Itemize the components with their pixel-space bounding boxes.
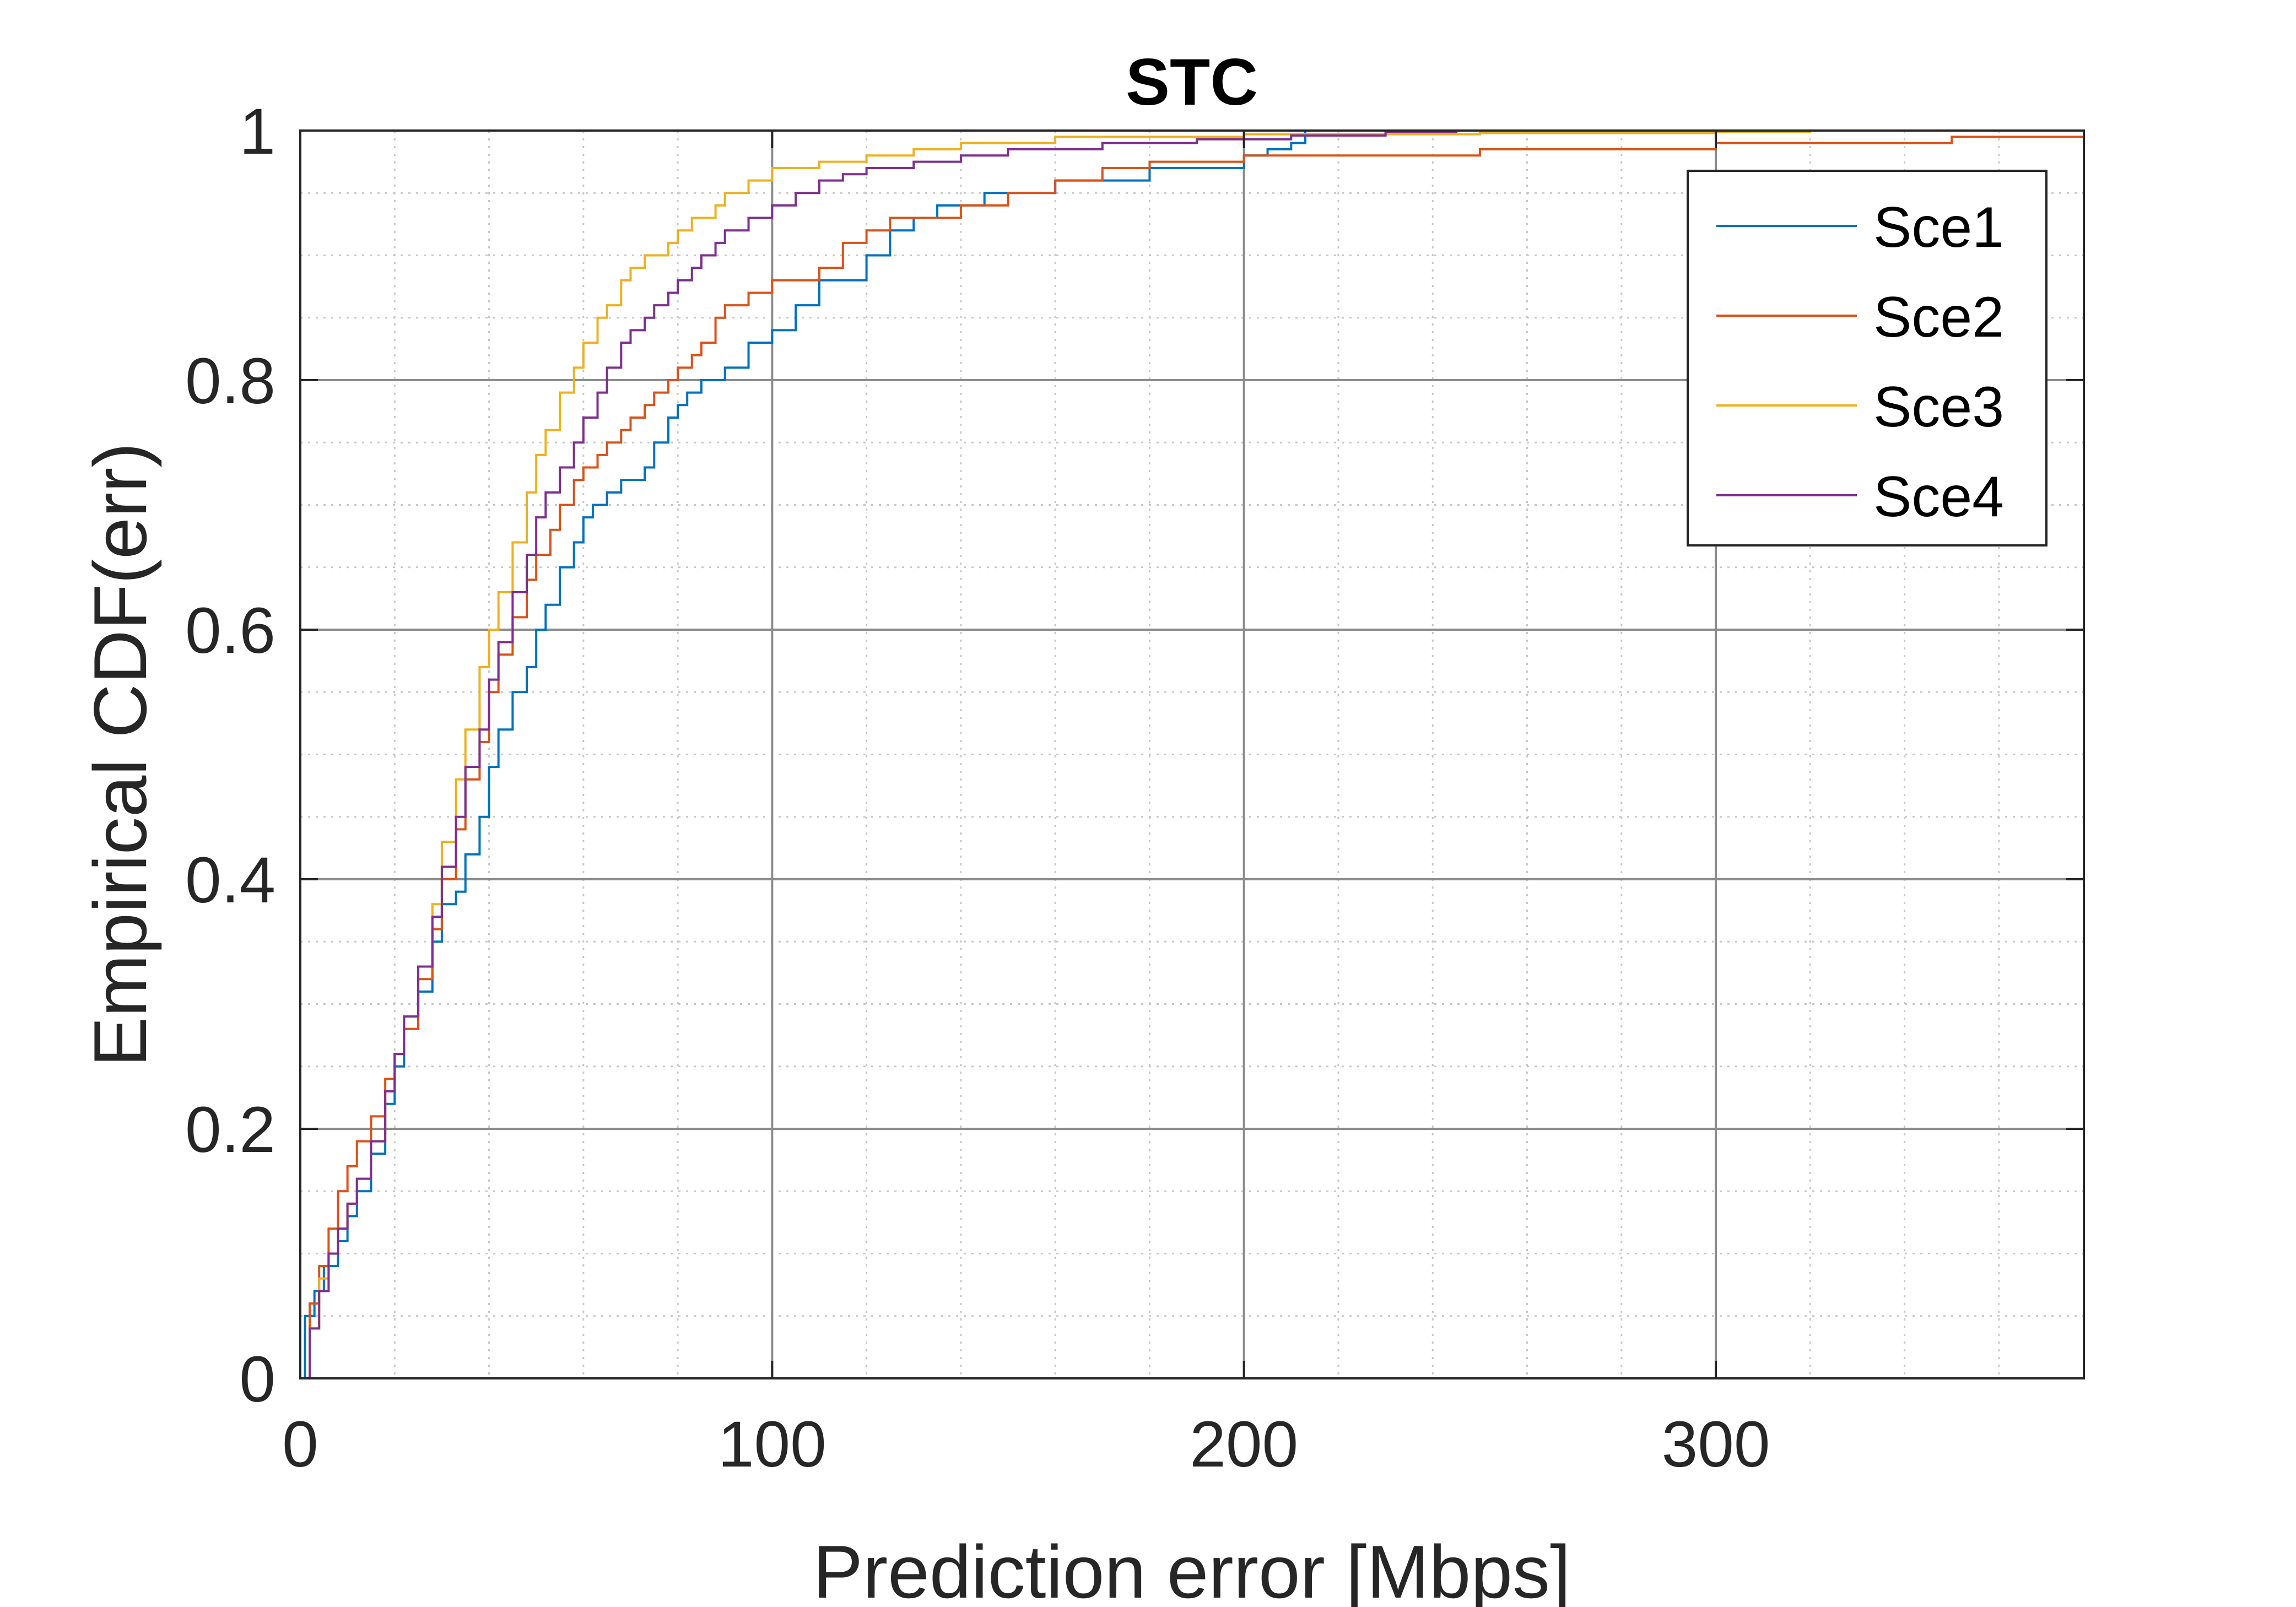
y-tick-label: 0.6 (185, 594, 275, 667)
chart-title: STC (1126, 45, 1258, 119)
tick-marks (299, 129, 2084, 1379)
legend-box (1687, 170, 2048, 547)
x-axis-label: Prediction error [Mbps] (813, 1530, 1571, 1607)
x-tick-label: 200 (1190, 1408, 1298, 1481)
y-tick-labels: 0 0.2 0.4 0.6 0.8 1 (185, 95, 275, 1416)
series-layer (300, 129, 2085, 1379)
plot-frame (299, 129, 2085, 1379)
y-tick-label: 0.8 (185, 345, 275, 418)
legend-label-sce4: Sce4 (1873, 465, 2004, 529)
x-tick-label: 100 (718, 1408, 826, 1481)
y-tick-label: 0.2 (185, 1094, 275, 1166)
series-line-sce4 (300, 131, 1458, 1379)
legend-label-sce1: Sce1 (1873, 196, 2004, 259)
legend: Sce1 Sce2 Sce3 Sce4 (1687, 170, 2048, 547)
legend-label-sce3: Sce3 (1873, 375, 2004, 439)
legend-label-sce2: Sce2 (1873, 285, 2004, 349)
x-tick-label: 0 (282, 1408, 318, 1481)
y-tick-label: 0.4 (185, 844, 275, 917)
y-tick-label: 0 (239, 1343, 275, 1416)
x-tick-labels: 0 100 200 300 (282, 1408, 1770, 1481)
x-tick-label: 300 (1662, 1408, 1770, 1481)
y-axis-label: Empirical CDF(err) (78, 442, 162, 1067)
y-tick-label: 1 (239, 95, 275, 168)
